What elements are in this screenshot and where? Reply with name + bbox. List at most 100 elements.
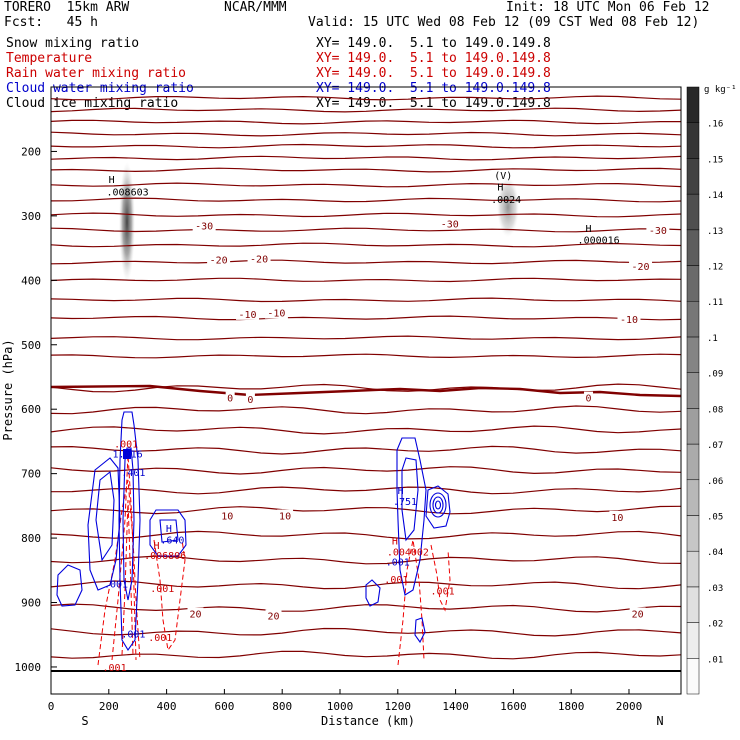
isotherm-label: -10	[620, 315, 638, 326]
isotherm-label-bg	[219, 509, 236, 522]
contour-annotation: .001	[103, 663, 127, 674]
x-tick-label: 800	[272, 700, 292, 713]
isotherm-label: -20	[210, 256, 228, 267]
rain-contour	[121, 499, 134, 656]
x-tick-label: 1800	[558, 700, 585, 713]
isotherm	[51, 143, 681, 149]
y-tick-label: 400	[21, 274, 41, 287]
field-label-rain: Rain water mixing ratio	[6, 66, 187, 81]
init-time: Init: 18 UTC Mon 06 Feb 12	[506, 0, 710, 15]
x-tick-label: 400	[157, 700, 177, 713]
colorbar-label: .06	[707, 477, 723, 487]
north-end-label: N	[656, 714, 663, 728]
y-tick-label: 900	[21, 597, 41, 610]
contour-annotation: (V)	[494, 171, 512, 182]
contour-annotation: H	[153, 541, 159, 552]
isotherm	[51, 466, 681, 475]
isotherm-label-bg	[225, 391, 235, 404]
contour-annotation: .0024	[491, 195, 521, 206]
y-tick-label: 600	[21, 403, 41, 416]
isotherm	[51, 297, 681, 303]
isotherm-label: -20	[250, 254, 268, 265]
contour-annotation: .006806	[144, 551, 186, 562]
colorbar-swatch	[686, 193, 700, 231]
colorbar-swatch	[686, 300, 700, 338]
cloud-water-contour	[122, 447, 135, 601]
x-tick-label: 2000	[616, 700, 643, 713]
y-tick-label: 700	[21, 468, 41, 481]
isotherm	[51, 353, 681, 359]
x-tick-label: 600	[214, 700, 234, 713]
contour-annotation: H	[586, 224, 592, 235]
isotherm-label-bg	[245, 392, 255, 405]
isotherm	[51, 445, 681, 455]
isotherm	[51, 227, 681, 233]
cloud-water-contours	[56, 411, 451, 652]
isotherm	[51, 603, 681, 613]
contour-annotation: .001	[114, 440, 138, 451]
cloud-water-contour	[95, 470, 115, 562]
isotherm	[51, 167, 681, 173]
y-tick-label: 1000	[15, 661, 42, 674]
isotherm	[51, 131, 681, 137]
isotherm	[51, 505, 681, 515]
contour-annotation: .001	[384, 575, 408, 586]
colorbar-swatch	[686, 479, 700, 516]
colorbar-label: .14	[707, 191, 723, 201]
isotherm	[51, 277, 681, 283]
temperature-labels: -30 -30 -30 -20 -20 -20 -10 -10 -10 0 0 0 10 10 10 20 20…	[187, 217, 670, 622]
cloud-ice-shading	[119, 162, 519, 282]
isotherm-label-bg	[609, 510, 626, 523]
isotherm-label: 0	[586, 394, 592, 405]
field-label-cloud-water: Cloud water mixing ratio	[6, 81, 194, 96]
y-axis-label: Pressure (hPa)	[1, 339, 15, 440]
y-tick-label: 200	[21, 145, 41, 158]
isotherm-label: -10	[267, 309, 285, 320]
colorbar-swatch	[686, 336, 700, 373]
isotherm-label: 0	[227, 394, 233, 405]
contour-annotation: .000016	[578, 235, 620, 246]
contour-annotation: .008603	[107, 188, 149, 199]
colorbar-swatch	[686, 408, 700, 445]
contour-annotations: H.008603(V)H.0024H.000016.0011.016.401H.…	[103, 171, 620, 674]
rain-contour	[111, 454, 137, 661]
colorbar-swatch	[686, 586, 700, 623]
temperature-isotherms	[51, 95, 681, 660]
x-tick-label: 1600	[500, 700, 527, 713]
colorbar-swatch	[686, 622, 700, 659]
isotherm-label: 10	[279, 512, 291, 523]
x-tick-label: 0	[48, 700, 55, 713]
xy-temperature: XY= 149.0. 5.1 to 149.0.149.8	[316, 51, 551, 66]
x-tick-label: 1200	[385, 700, 412, 713]
isotherm-label-bg	[187, 607, 204, 620]
cloud-water-contour	[401, 457, 419, 542]
isotherm	[51, 627, 681, 637]
isotherm	[51, 405, 681, 415]
isotherm	[51, 182, 681, 188]
isotherm	[51, 315, 681, 321]
colorbar-swatch	[686, 158, 700, 195]
isotherm-label: 20	[189, 609, 201, 620]
y-axis: 200 300 400 500 600 700 800 900 1000	[15, 145, 57, 674]
colorbar-label: .15	[707, 155, 723, 165]
colorbar-swatch	[686, 229, 700, 266]
colorbar-swatch	[686, 122, 700, 159]
center-title: NCAR/MMM	[224, 0, 287, 15]
cloud-water-contour	[56, 564, 83, 607]
isotherm-label-bg	[629, 260, 653, 273]
colorbar-label: .07	[707, 441, 723, 451]
contour-annotation: .004002	[387, 547, 429, 558]
field-label-snow: Snow mixing ratio	[6, 36, 140, 51]
colorbar-swatch	[686, 658, 700, 695]
colorbar-label: .08	[707, 405, 723, 415]
plot-area: -30 -30 -30 -20 -20 -20 -10 -10 -10 0 0 0 10 10 10 20 20…	[51, 95, 681, 674]
rain-contours	[97, 454, 451, 666]
y-tick-label: 800	[21, 532, 41, 545]
isotherm-label-bg	[629, 607, 646, 620]
colorbar-swatch	[686, 86, 700, 123]
isotherm-label: -20	[632, 262, 650, 273]
cloud-water-contour	[365, 579, 381, 607]
cloud-water-contour	[414, 617, 426, 644]
isotherm	[51, 486, 681, 495]
isotherm-label-bg	[584, 391, 594, 404]
